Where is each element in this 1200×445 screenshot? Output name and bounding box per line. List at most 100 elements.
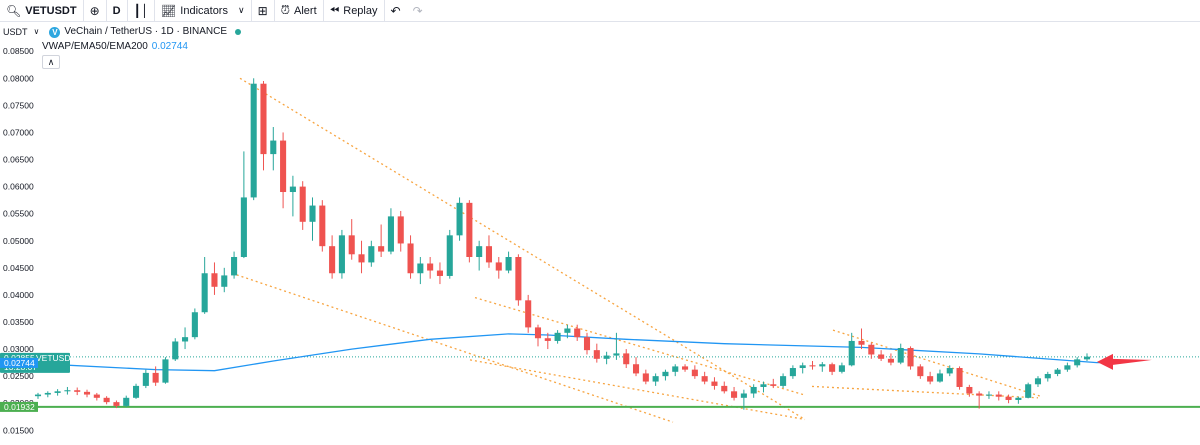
candle[interactable] [378,224,385,258]
candle[interactable] [152,366,159,386]
candle[interactable] [525,294,532,333]
candle[interactable] [917,364,924,379]
add-symbol-button[interactable]: ⊕ [84,0,107,22]
candle[interactable] [750,384,757,398]
candle[interactable] [1005,394,1012,404]
candle[interactable] [221,267,228,293]
candle[interactable] [358,240,365,274]
candle[interactable] [603,351,610,365]
redo-button[interactable]: ↷ [407,0,429,22]
candle[interactable] [1083,353,1091,361]
candle[interactable] [505,251,512,274]
candle[interactable] [662,369,669,381]
candle[interactable] [721,381,728,394]
candle[interactable] [554,330,561,344]
candle[interactable] [162,357,169,384]
candle[interactable] [515,254,522,306]
candle[interactable] [956,366,963,390]
currency-chevron-icon[interactable]: ∨ [33,27,40,36]
candle[interactable] [642,369,649,385]
undo-button[interactable]: ↶ [385,0,407,22]
candle[interactable] [682,364,689,372]
indicator-name[interactable]: VWAP/EMA50/EMA200 [42,41,148,52]
candle[interactable] [182,327,189,350]
templates-button[interactable]: ⊞ [252,0,275,22]
candle[interactable] [583,332,591,355]
candle[interactable] [250,78,257,201]
interval-button[interactable]: D [107,0,128,22]
candle[interactable] [574,324,581,341]
candle[interactable] [231,251,238,279]
candle[interactable] [417,257,424,285]
trendline[interactable] [231,272,674,423]
candle[interactable] [132,383,140,399]
trendline[interactable] [811,385,1039,399]
candle[interactable] [83,389,91,398]
candle[interactable] [289,175,296,217]
candle[interactable] [672,364,679,377]
candle[interactable] [427,257,434,279]
candle[interactable] [995,391,1002,401]
candle[interactable] [613,332,620,360]
candle[interactable] [691,365,698,379]
trendline[interactable] [239,77,806,421]
candle[interactable] [34,392,42,399]
candle[interactable] [887,353,894,366]
chart-type-button[interactable]: ┃│ [128,0,156,22]
candle[interactable] [348,219,355,260]
candle[interactable] [868,342,875,359]
candle[interactable] [985,391,993,399]
candle[interactable] [191,308,198,340]
candle[interactable] [74,387,81,396]
candle[interactable] [446,229,453,279]
candle[interactable] [387,208,394,255]
alert-button[interactable]: ⏰︎ Alert [275,0,324,22]
candle[interactable] [564,324,571,339]
candle[interactable] [878,350,885,361]
candle[interactable] [1034,376,1042,387]
candle[interactable] [338,229,345,279]
candle[interactable] [407,235,414,279]
chart-title[interactable]: VeChain / TetherUS · 1D · BINANCE [64,26,228,37]
candle[interactable] [64,386,71,395]
candle[interactable] [711,377,718,390]
candle[interactable] [309,197,316,241]
candle[interactable] [495,257,502,279]
candle[interactable] [534,324,542,347]
candle[interactable] [632,357,640,377]
candle[interactable] [1054,368,1061,377]
candle[interactable] [966,384,973,397]
candle[interactable] [858,328,865,350]
candle[interactable] [260,80,267,171]
candle[interactable] [819,362,826,372]
candle[interactable] [838,362,845,374]
candle[interactable] [848,332,855,367]
candle[interactable] [1015,396,1022,404]
indicators-button[interactable]: 📈︎ Indicators ∨ [155,0,252,22]
candle[interactable] [897,343,904,365]
candle[interactable] [780,373,787,389]
symbol-search[interactable]: 🔍︎ VETUSDT [0,0,84,22]
candle[interactable] [211,262,218,295]
candle[interactable] [466,200,473,263]
candle[interactable] [946,365,953,377]
collapse-legend-button[interactable]: ∧ [42,55,60,69]
candle[interactable] [1025,382,1032,399]
candle[interactable] [299,181,306,230]
trendline[interactable] [474,296,806,396]
candle[interactable] [1074,357,1081,368]
candle[interactable] [397,210,404,252]
candle[interactable] [368,240,375,267]
candle[interactable] [1064,362,1071,372]
candle[interactable] [809,360,816,370]
candle[interactable] [760,381,767,393]
candle[interactable] [652,373,659,386]
candle[interactable] [544,332,551,350]
trendline[interactable] [832,329,1043,398]
candle[interactable] [829,362,836,376]
candle[interactable] [280,132,287,209]
candle[interactable] [201,257,208,314]
candle[interactable] [789,365,796,379]
candle[interactable] [976,391,983,409]
